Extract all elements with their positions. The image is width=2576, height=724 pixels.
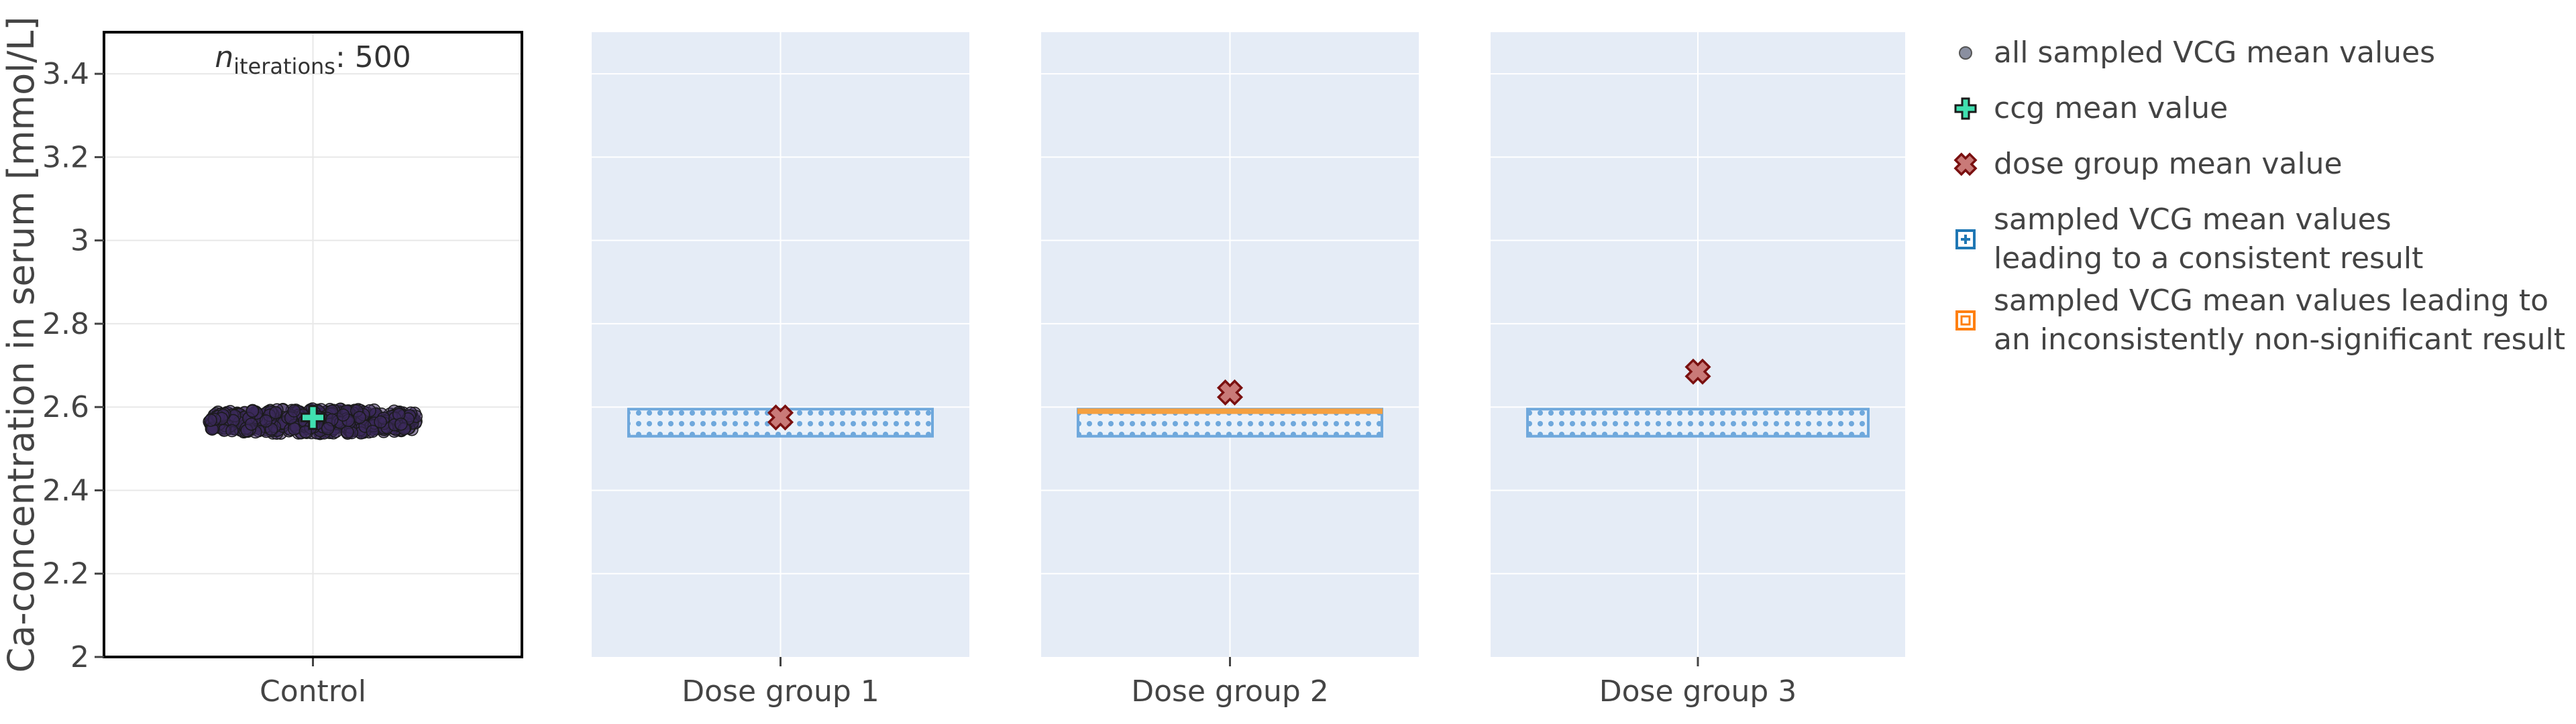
panel-1: Control (103, 31, 523, 709)
x-marker-shape (1684, 358, 1711, 385)
consistent-range-box (1526, 408, 1870, 438)
sampled-vcg-point (321, 422, 335, 436)
sampled-vcg-point (287, 422, 301, 436)
dose-group-2-marks (1077, 379, 1383, 438)
sampled-vcg-point (394, 417, 408, 431)
legend-item-inconsistent: sampled VCG mean values leading to an inc… (1955, 284, 2565, 357)
sampled-vcg-point (244, 417, 258, 431)
annotation-sub: iterations (233, 54, 335, 79)
control-sampled-points (203, 402, 423, 440)
dose-mean-marker (767, 404, 794, 431)
legend: all sampled VCG mean values ccg mean valu… (1953, 36, 2565, 357)
legend-x-icon (1953, 152, 1978, 176)
y-tick-label: 3.4 (42, 57, 89, 91)
y-tick-label: 2.6 (42, 390, 89, 424)
legend-label: ccg mean value (1994, 91, 2228, 125)
y-axis: 2 2.2 2.4 2.6 2.8 3 3.2 3.4Ca-concentration in … (0, 16, 104, 674)
annotation-suffix: : 500 (335, 40, 411, 74)
legend-label: all sampled VCG mean values (1994, 36, 2435, 70)
dose-group-1-marks (627, 404, 934, 438)
legend-label: sampled VCG mean values (1994, 202, 2392, 237)
legend-item-all_sampled: all sampled VCG mean values (1959, 36, 2435, 70)
legend-item-consistent: sampled VCG mean values leading to a cons… (1955, 202, 2423, 276)
ccg-mean-marker (301, 405, 325, 430)
legend-label: dose group mean value (1994, 147, 2343, 181)
y-tick-label: 2.4 (42, 473, 89, 507)
dose-group-3-marks (1526, 358, 1870, 438)
x-tick-label: Dose group 3 (1599, 674, 1797, 709)
sampled-vcg-point (341, 425, 354, 439)
legend-consistent-inner (1961, 235, 1970, 244)
legend-inconsistent-icon (1955, 310, 1976, 330)
panel-3: Dose group 2 (1041, 32, 1419, 709)
sampled-vcg-point (246, 404, 260, 418)
sampled-vcg-point (366, 424, 380, 438)
y-tick-label: 3 (70, 224, 89, 258)
sampled-vcg-point (269, 406, 282, 420)
annotation-var: n (215, 40, 233, 74)
x-tick-label: Dose group 1 (682, 674, 879, 709)
legend-dot-icon (1959, 46, 1972, 60)
x-marker-shape (1216, 379, 1244, 406)
legend-item-dose_mean: dose group mean value (1953, 147, 2343, 181)
y-tick-label: 3.2 (42, 140, 89, 174)
x-tick-label: Dose group 2 (1131, 674, 1329, 709)
legend-consistent-icon (1955, 229, 1976, 249)
legend-inconsistent-inner (1960, 315, 1971, 326)
control-panel-frame (103, 31, 523, 658)
y-tick-label: 2 (70, 640, 89, 674)
x-tick-label: Control (260, 674, 366, 709)
y-tick-label: 2.8 (42, 307, 89, 341)
dose-mean-marker (1216, 379, 1244, 406)
sampled-vcg-point (336, 408, 350, 422)
legend-item-ccg_mean: ccg mean value (1954, 91, 2228, 125)
sampled-vcg-point (259, 414, 273, 428)
sampled-vcg-point (204, 414, 217, 427)
iterations-annotation: niterations: 500 (215, 40, 411, 79)
sampled-vcg-point (225, 424, 239, 438)
sampled-vcg-point (287, 404, 301, 418)
legend-label: leading to a consistent result (1994, 241, 2423, 276)
y-tick-label: 2.2 (42, 557, 89, 591)
dose-mean-marker (1684, 358, 1711, 385)
y-axis-title: Ca-concentration in serum [mmol/L] (0, 16, 42, 672)
x-marker-shape (1953, 152, 1978, 176)
panel-2: Dose group 1 (592, 32, 969, 709)
legend-label: an inconsistently non-significant result (1994, 322, 2565, 357)
panel-4: Dose group 3 (1491, 32, 1905, 709)
inconsistent-range-box (1077, 408, 1383, 414)
sampled-vcg-point (374, 415, 387, 429)
x-marker-shape (767, 404, 794, 431)
legend-cross-icon (1954, 97, 1977, 120)
legend-label: sampled VCG mean values leading to (1994, 284, 2548, 318)
